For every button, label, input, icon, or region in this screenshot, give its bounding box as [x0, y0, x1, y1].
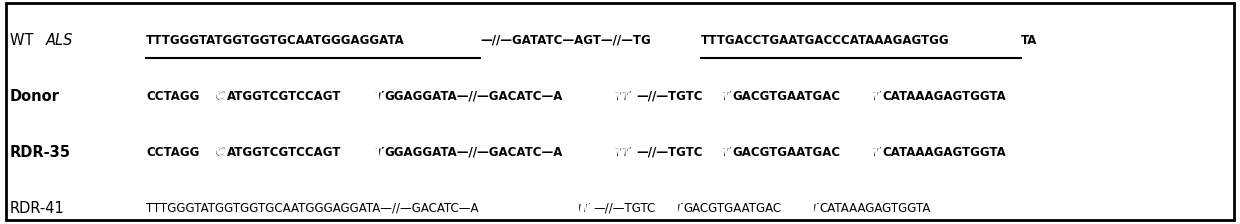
Text: T: T	[872, 146, 880, 159]
Text: T: T	[810, 202, 817, 215]
Text: —//—GATATC—AGT—//—TG: —//—GATATC—AGT—//—TG	[480, 34, 651, 47]
Text: —//—TGTC: —//—TGTC	[636, 146, 703, 159]
Text: C: C	[216, 146, 223, 159]
Text: ATGGTCGTCCAGT: ATGGTCGTCCAGT	[227, 90, 341, 103]
Text: T: T	[872, 146, 880, 159]
Text: C: C	[216, 90, 224, 103]
Text: TT: TT	[615, 90, 631, 103]
Text: T: T	[722, 146, 730, 159]
Text: T: T	[374, 146, 382, 159]
Text: —//—TGTC: —//—TGTC	[594, 202, 656, 215]
Text: ALS: ALS	[46, 33, 73, 48]
Text: T: T	[675, 202, 681, 215]
Text: C: C	[216, 90, 223, 103]
Text: TT: TT	[575, 202, 589, 215]
Text: GACGTGAATGAC: GACGTGAATGAC	[733, 90, 841, 103]
Text: ATGGTCGTCCAGT: ATGGTCGTCCAGT	[227, 146, 341, 159]
Text: TTTGGGTATGGTGGTGCAATGGGAGGATA—//—GACATC—A: TTTGGGTATGGTGGTGCAATGGGAGGATA—//—GACATC—…	[146, 202, 479, 215]
Text: T: T	[374, 90, 382, 103]
Text: T: T	[374, 90, 382, 103]
Text: T: T	[722, 90, 730, 103]
Text: T: T	[872, 90, 880, 103]
FancyBboxPatch shape	[6, 3, 1234, 220]
Text: CCTAGG: CCTAGG	[146, 90, 200, 103]
Text: CATAAAGAGTGGTA: CATAAAGAGTGGTA	[883, 146, 1006, 159]
Text: GACGTGAATGAC: GACGTGAATGAC	[733, 146, 841, 159]
Text: RDR-35: RDR-35	[10, 145, 71, 160]
Text: T: T	[675, 202, 681, 215]
Text: TTTGGGTATGGTGGTGCAATGGGAGGATA: TTTGGGTATGGTGGTGCAATGGGAGGATA	[146, 34, 405, 47]
Text: CATAAAGAGTGGTA: CATAAAGAGTGGTA	[883, 90, 1006, 103]
Text: T: T	[872, 90, 880, 103]
Text: T: T	[722, 90, 730, 103]
Text: TT: TT	[615, 90, 631, 103]
Text: T: T	[810, 202, 817, 215]
Text: TT: TT	[615, 146, 631, 159]
Text: C: C	[216, 146, 224, 159]
Text: CATAAAGAGTGGTA: CATAAAGAGTGGTA	[820, 202, 931, 215]
Text: TT: TT	[615, 146, 631, 159]
Text: TTTGACCTGAATGACCCATAAAGAGTGG: TTTGACCTGAATGACCCATAAAGAGTGG	[701, 34, 949, 47]
Text: —//—TGTC: —//—TGTC	[636, 90, 703, 103]
Text: RDR-41: RDR-41	[10, 201, 64, 216]
Text: WT: WT	[10, 33, 38, 48]
Text: CCTAGG: CCTAGG	[146, 146, 200, 159]
Text: TA: TA	[1022, 34, 1038, 47]
Text: Donor: Donor	[10, 89, 60, 104]
Text: GGAGGATA—//—GACATC—A: GGAGGATA—//—GACATC—A	[384, 146, 563, 159]
Text: GGAGGATA—//—GACATC—A: GGAGGATA—//—GACATC—A	[384, 90, 563, 103]
Text: TT: TT	[575, 202, 589, 215]
Text: T: T	[722, 146, 730, 159]
Text: GACGTGAATGAC: GACGTGAATGAC	[683, 202, 781, 215]
Text: T: T	[374, 146, 382, 159]
